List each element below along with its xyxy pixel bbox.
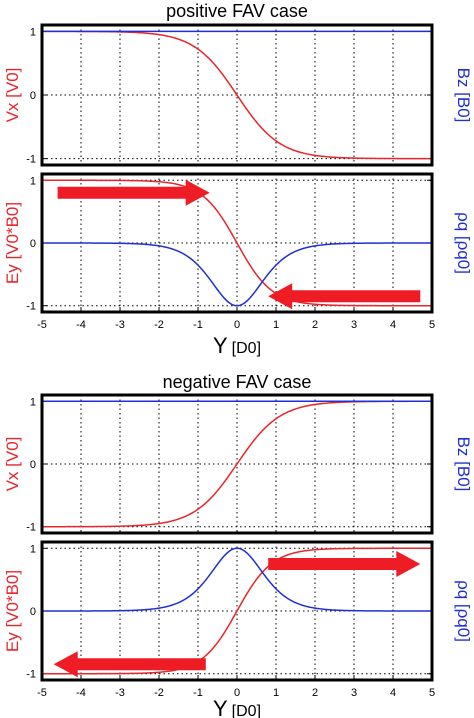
arrow-left — [53, 651, 206, 678]
y-tick-label: 1 — [30, 175, 36, 187]
arrow-right — [57, 179, 210, 206]
y-tick-label: -1 — [26, 301, 36, 313]
y-tick-label: 0 — [30, 459, 36, 471]
y-axis-label-right: ρq [ρq0] — [454, 580, 473, 642]
x-tick-label: 2 — [312, 319, 318, 331]
x-axis-label-symbol: Y — [213, 333, 228, 358]
y-tick-label: 0 — [30, 606, 36, 618]
x-tick-label: 3 — [351, 319, 357, 331]
y-tick-label: 1 — [30, 396, 36, 408]
x-axis-label: Y [D0] — [213, 333, 261, 358]
panel-bottom: 1 0 -1 Ey [V0*B0] ρq [ρq0] — [3, 172, 473, 314]
chart-title: negative FAV case — [163, 372, 312, 392]
x-tick-label: -1 — [193, 687, 203, 699]
panel-bottom: 1 0 -1 Ey [V0*B0] ρq [ρq0] — [3, 540, 473, 682]
x-tick-label: -4 — [76, 687, 86, 699]
chart-title: positive FAV case — [166, 1, 308, 21]
x-tick-label: -5 — [37, 687, 47, 699]
y-tick-label: -1 — [26, 522, 36, 534]
x-tick-label: 5 — [429, 319, 435, 331]
x-tick-label: -3 — [115, 319, 125, 331]
x-axis-label-symbol: Y — [213, 696, 228, 718]
panel-frame — [40, 23, 434, 167]
x-tick-label: 3 — [351, 687, 357, 699]
y-tick-label: 0 — [30, 90, 36, 102]
arrow-right — [268, 551, 421, 577]
x-tick-label: -1 — [193, 319, 203, 331]
panel-top: 1 0 -1 Vx [V0] Bz [B0] — [3, 393, 473, 535]
series-line-blue-rho — [42, 547, 432, 612]
y-axis-label-right: ρq [ρq0] — [454, 212, 473, 274]
y-tick-label: 1 — [30, 26, 36, 38]
series-line-red-ey — [42, 179, 432, 307]
series-line-red-ey — [42, 547, 432, 675]
y-axis-label-left: Vx [V0] — [3, 437, 22, 492]
y-tick-label: -1 — [26, 154, 36, 166]
x-axis-label: Y [D0] — [213, 696, 261, 718]
x-tick-label: 1 — [273, 687, 279, 699]
chart-0: positive FAV case 1 0 -1 Vx [V0] Bz [B0] 1 0 -1 E… — [3, 1, 473, 358]
panel-top: 1 0 -1 Vx [V0] Bz [B0] — [3, 23, 473, 167]
series-line-blue-rho — [42, 242, 432, 307]
x-tick-label: 0 — [234, 687, 240, 699]
x-tick-label: 0 — [234, 319, 240, 331]
x-tick-label: 4 — [390, 319, 396, 331]
panel-frame — [40, 393, 434, 535]
arrow-left — [268, 283, 421, 310]
x-tick-label: -3 — [115, 687, 125, 699]
x-axis-label-unit: [D0] — [232, 340, 261, 357]
x-tick-label: 2 — [312, 687, 318, 699]
x-tick-label: -2 — [154, 319, 164, 331]
x-tick-label: -4 — [76, 319, 86, 331]
x-tick-label: 5 — [429, 687, 435, 699]
y-axis-label-right: Bz [B0] — [454, 437, 473, 492]
y-tick-label: -1 — [26, 669, 36, 681]
x-tick-label: -5 — [37, 319, 47, 331]
x-tick-label: 1 — [273, 319, 279, 331]
y-tick-label: 0 — [30, 238, 36, 250]
x-axis-label-unit: [D0] — [232, 703, 261, 718]
x-tick-label: 4 — [390, 687, 396, 699]
y-axis-label-left: Ey [V0*B0] — [3, 202, 22, 284]
x-tick-label: -2 — [154, 687, 164, 699]
y-axis-label-left: Vx [V0] — [3, 68, 22, 123]
y-axis-label-left: Ey [V0*B0] — [3, 570, 22, 652]
y-axis-label-right: Bz [B0] — [454, 68, 473, 123]
y-tick-label: 1 — [30, 543, 36, 555]
chart-1: negative FAV case 1 0 -1 Vx [V0] Bz [B0] 1 0 -1 E… — [3, 372, 473, 718]
